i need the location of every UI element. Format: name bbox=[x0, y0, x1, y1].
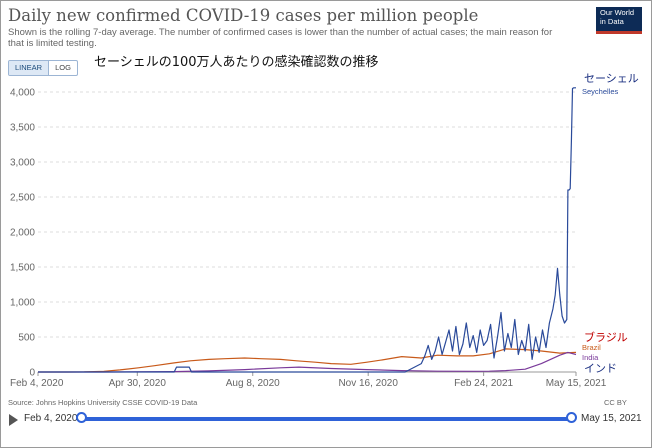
timeline-start-handle[interactable] bbox=[76, 412, 87, 423]
play-icon[interactable] bbox=[9, 414, 18, 426]
source-note[interactable]: Source: Johns Hopkins University CSSE CO… bbox=[8, 398, 198, 407]
log-scale-button[interactable]: LOG bbox=[55, 63, 71, 72]
x-tick-label: Nov 16, 2020 bbox=[338, 378, 398, 389]
japanese-annotation: セーシェルの100万人あたりの感染確認数の推移 bbox=[94, 55, 379, 70]
logo-line-2: in Data bbox=[600, 16, 624, 26]
series-jp-label-brazil: ブラジル bbox=[584, 330, 628, 344]
y-tick-label: 2,000 bbox=[10, 228, 35, 239]
chart-subtitle: Shown is the rolling 7-day average. The … bbox=[8, 27, 553, 49]
timeline-end-label: May 15, 2021 bbox=[581, 413, 642, 424]
y-tick-label: 3,500 bbox=[10, 123, 35, 134]
series-jp-label-seychelles: セーシェル bbox=[584, 72, 639, 85]
timeline-track[interactable] bbox=[82, 417, 572, 421]
series-label-seychelles: Seychelles bbox=[582, 87, 619, 96]
linear-scale-button[interactable]: LINEAR bbox=[9, 61, 50, 75]
x-tick-label: May 15, 2021 bbox=[546, 378, 607, 389]
timeline-start-label: Feb 4, 2020 bbox=[24, 413, 78, 424]
x-tick-label: Feb 4, 2020 bbox=[10, 378, 64, 389]
y-tick-label: 2,500 bbox=[10, 193, 35, 204]
series-line-brazil bbox=[38, 348, 577, 373]
y-tick-label: 0 bbox=[29, 368, 35, 379]
logo-line-1: Our World bbox=[600, 8, 635, 17]
timeline-end-handle[interactable] bbox=[566, 412, 577, 423]
x-tick-label: Feb 24, 2021 bbox=[454, 378, 513, 389]
series-label-brazil: Brazil bbox=[582, 343, 601, 352]
x-tick-label: Apr 30, 2020 bbox=[109, 378, 167, 389]
owid-logo[interactable]: Our World in Data bbox=[596, 7, 642, 34]
y-tick-label: 500 bbox=[18, 333, 35, 344]
x-tick-label: Aug 8, 2020 bbox=[226, 378, 280, 389]
series-line-india bbox=[38, 351, 577, 373]
y-tick-label: 1,000 bbox=[10, 298, 35, 309]
series-line-seychelles bbox=[38, 87, 576, 373]
series-label-india: India bbox=[582, 353, 599, 362]
scale-toggle: LINEAR LOG bbox=[8, 60, 78, 76]
series-jp-label-india: インド bbox=[584, 362, 617, 375]
license-label[interactable]: CC BY bbox=[604, 398, 627, 407]
y-tick-label: 4,000 bbox=[10, 88, 35, 99]
chart-title: Daily new confirmed COVID-19 cases per m… bbox=[8, 6, 479, 25]
y-tick-label: 1,500 bbox=[10, 263, 35, 274]
y-tick-label: 3,000 bbox=[10, 158, 35, 169]
